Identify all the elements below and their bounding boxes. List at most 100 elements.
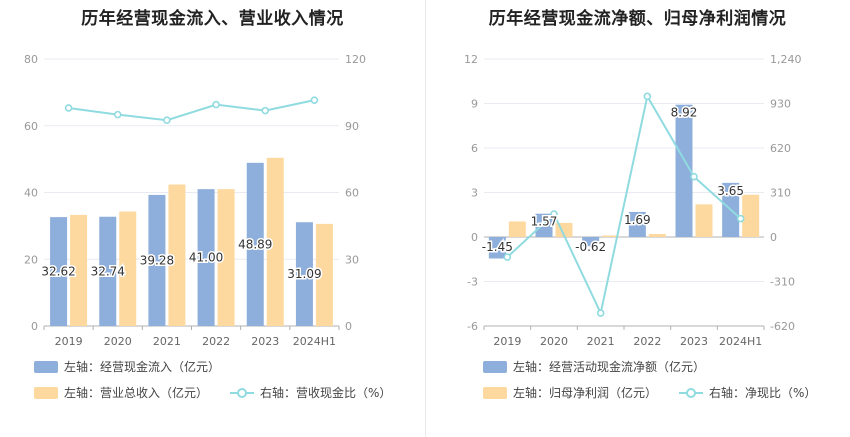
chart-right: -6 -3 0 3 6 9 12 -620 -310 0 310 620 930 1,240 2019 202… xyxy=(464,53,802,348)
bar-secondary xyxy=(70,214,88,326)
bar-data-label: -1.45 xyxy=(482,240,513,254)
bar-data-label: 3.65 xyxy=(717,184,744,198)
legend-item-cash-ratio[interactable]: 右轴：营收现金比（%） xyxy=(230,384,391,401)
legend-swatch-blue xyxy=(483,360,507,373)
bar-secondary xyxy=(508,221,526,237)
y-left-tick-label: 6 xyxy=(471,142,478,155)
x-tick-label: 2019 xyxy=(493,335,521,348)
y-left-tick-label: 60 xyxy=(24,120,38,133)
chart-panel-left: 历年经营现金流入、营业收入情况 0 20 40 60 80 0 30 60 90 120 2019 2… xyxy=(24,9,413,401)
y-right-tick-label: 30 xyxy=(345,253,359,266)
bar-primary xyxy=(582,237,600,247)
legend-swatch-orange xyxy=(483,386,507,399)
x-tick-label: 2019 xyxy=(55,335,83,348)
bar-primary xyxy=(148,194,166,326)
y-right-tick-label: 120 xyxy=(345,53,366,66)
legend-label: 左轴：经营现金流入（亿元） xyxy=(64,360,221,374)
bar-data-label: -0.62 xyxy=(575,240,606,254)
chart-title-left: 历年经营现金流入、营业收入情况 xyxy=(81,9,344,29)
bar-data-label: 48.89 xyxy=(238,237,272,251)
legend-item-net-cash-flow[interactable]: 左轴：经营活动现金流净额（亿元） xyxy=(483,358,705,375)
y-right-tick-label: 310 xyxy=(770,187,791,200)
chart-title-right: 历年经营现金流净额、归母净利润情况 xyxy=(488,9,787,29)
line-point xyxy=(113,110,122,119)
y-left-tick-label: 0 xyxy=(471,231,478,244)
bar-primary xyxy=(246,162,264,326)
chart-panel-right: 历年经营现金流净额、归母净利润情况 -6 -3 0 3 6 9 12 -620 -310 0 310… xyxy=(425,0,850,437)
bar-primary xyxy=(295,222,313,326)
line-point xyxy=(261,106,270,115)
bar-primary xyxy=(197,189,215,326)
x-tick-label: 2022 xyxy=(202,335,230,348)
y-left-tick-label: -3 xyxy=(467,276,478,289)
bar-data-label: 1.57 xyxy=(531,215,558,229)
legend-item-net-profit[interactable]: 左轴：归母净利润（亿元） xyxy=(483,384,657,401)
line-point xyxy=(643,92,652,101)
line-point xyxy=(596,309,605,317)
bar-data-label: 41.00 xyxy=(189,251,223,265)
bar-primary xyxy=(50,217,68,326)
legend-left-row1: 左轴：经营现金流入（亿元） xyxy=(34,358,242,375)
bar-secondary xyxy=(695,204,713,237)
y-right-tick-label: 90 xyxy=(345,120,359,133)
legend-right-row1: 左轴：经营活动现金流净额（亿元） xyxy=(483,358,727,375)
y-left-tick-label: 20 xyxy=(24,253,38,266)
bar-data-label: 39.28 xyxy=(140,253,174,267)
line-point xyxy=(163,116,171,124)
bar-secondary xyxy=(217,189,235,326)
y-left-tick-label: 0 xyxy=(31,320,38,333)
y-right-tick-label: 620 xyxy=(770,142,791,155)
line-point xyxy=(503,253,512,261)
series-line xyxy=(68,99,315,122)
legend-label: 右轴：净现比（%） xyxy=(709,386,817,400)
x-tick-label: 2022 xyxy=(633,335,661,348)
line-point xyxy=(64,104,73,112)
legend-item-cash-inflow[interactable]: 左轴：经营现金流入（亿元） xyxy=(34,358,220,375)
bar-secondary xyxy=(168,184,186,326)
bar-primary xyxy=(99,216,117,326)
panel-divider xyxy=(425,0,426,437)
bar-secondary xyxy=(266,157,284,326)
x-tick-label: 2023 xyxy=(251,335,279,348)
bar-secondary xyxy=(315,223,333,326)
x-tick-label: 2020 xyxy=(540,335,568,348)
y-left-tick-label: -6 xyxy=(467,320,478,333)
legend-label: 左轴：经营活动现金流净额（亿元） xyxy=(513,360,706,374)
y-right-tick-label: 0 xyxy=(770,231,777,244)
x-tick-label: 2020 xyxy=(104,335,132,348)
legend-label: 左轴：营业总收入（亿元） xyxy=(64,386,209,400)
line-point xyxy=(690,172,698,181)
chart-left: 0 20 40 60 80 0 30 60 90 120 2019 2020 2021 2022 2023 2… xyxy=(24,53,366,348)
series-line xyxy=(506,93,742,317)
y-right-tick-label: 60 xyxy=(345,187,359,200)
bar-secondary xyxy=(742,194,760,237)
x-tick-label: 2021 xyxy=(587,335,615,348)
legend-right-row2: 左轴：归母净利润（亿元） 右轴：净现比（%） xyxy=(483,384,838,401)
bar-secondary xyxy=(602,235,620,237)
bar-secondary xyxy=(119,211,137,326)
bar-primary xyxy=(488,237,506,259)
y-left-tick-label: 12 xyxy=(464,53,478,66)
bar-secondary xyxy=(648,234,666,237)
bar-data-label: 31.09 xyxy=(287,267,321,281)
line-point xyxy=(736,214,745,223)
legend-label: 左轴：归母净利润（亿元） xyxy=(513,386,658,400)
y-right-tick-label: -620 xyxy=(770,320,795,333)
y-right-tick-label: -310 xyxy=(770,276,795,289)
bar-primary xyxy=(675,104,693,237)
legend-line-marker-icon xyxy=(230,387,255,399)
x-tick-label: 2021 xyxy=(153,335,181,348)
legend-left-row2: 左轴：营业总收入（亿元） 右轴：营收现金比（%） xyxy=(34,384,413,401)
bar-data-label: 32.74 xyxy=(91,264,125,278)
legend-item-revenue[interactable]: 左轴：营业总收入（亿元） xyxy=(34,384,208,401)
line-point xyxy=(212,100,220,109)
bar-data-label: 32.62 xyxy=(41,265,75,279)
y-left-tick-label: 80 xyxy=(24,53,38,66)
legend-item-net-cash-ratio[interactable]: 右轴：净现比（%） xyxy=(679,384,816,401)
y-left-tick-label: 40 xyxy=(24,187,38,200)
y-right-tick-label: 0 xyxy=(345,320,352,333)
bar-data-label: 1.69 xyxy=(624,213,651,227)
legend-line-marker-icon xyxy=(679,387,704,399)
y-left-tick-label: 3 xyxy=(471,187,478,200)
line-point xyxy=(310,96,319,104)
